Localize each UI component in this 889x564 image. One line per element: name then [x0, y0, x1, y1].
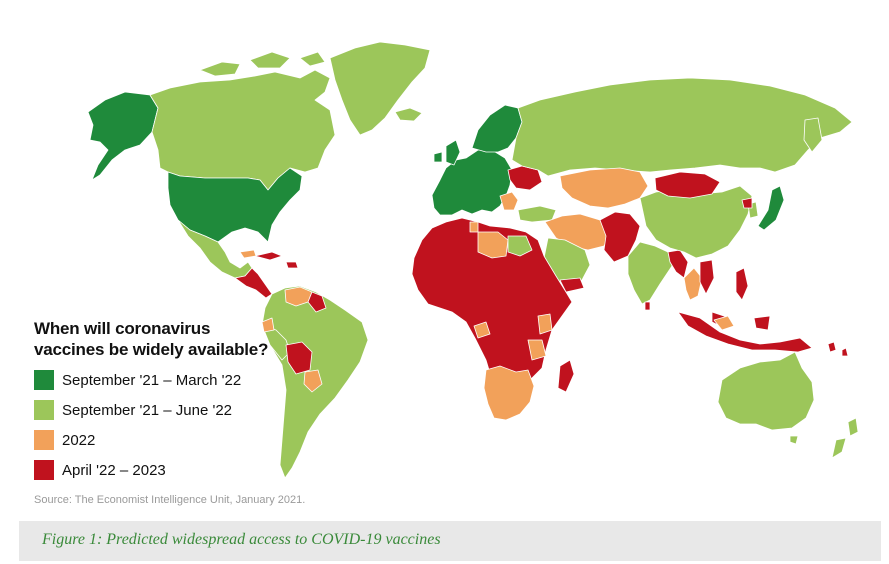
region-ecuador: [261, 317, 275, 333]
region-kazakhstan: [559, 167, 649, 209]
region-japan: [757, 185, 785, 231]
region-balkans: [499, 191, 519, 211]
legend-item: September '21 – June '22: [34, 395, 284, 425]
region-alaska: [87, 91, 159, 181]
legend-title: When will coronavirus vaccines be widely…: [34, 318, 284, 360]
legend-item: April '22 – 2023: [34, 455, 284, 485]
region-australia: [717, 351, 815, 431]
region-mexico: [177, 219, 253, 279]
region-caribbean: [254, 251, 299, 269]
region-western-europe: [431, 149, 513, 216]
region-paraguay: [303, 369, 323, 393]
region-canada: [149, 69, 336, 191]
figure-caption: Figure 1: Predicted widespread access to…: [42, 531, 441, 548]
region-north-korea: [741, 197, 753, 209]
legend-item: 2022: [34, 425, 284, 455]
legend-label: September '21 – June '22: [62, 401, 233, 419]
region-tasmania: [789, 435, 799, 445]
region-madagascar: [557, 359, 575, 393]
region-iceland: [394, 107, 423, 122]
legend-label: April '22 – 2023: [62, 461, 166, 479]
region-pacific-islands: [827, 341, 849, 357]
figure-caption-bar: Figure 1: Predicted widespread access to…: [19, 521, 881, 561]
region-vietnam: [699, 259, 715, 295]
region-sri-lanka: [644, 301, 651, 311]
region-kamchatka: [803, 117, 823, 153]
region-malaysia: [713, 315, 735, 331]
legend-label: September '21 – March '22: [62, 371, 242, 389]
region-southern-africa: [483, 365, 535, 421]
region-russia: [511, 77, 853, 177]
region-indonesia: [677, 311, 813, 353]
legend-swatch: [34, 430, 54, 450]
legend-item: September '21 – March '22: [34, 365, 284, 395]
region-egypt: [507, 235, 533, 257]
region-greenland: [329, 41, 431, 136]
legend-label: 2022: [62, 431, 96, 449]
region-tanzania: [527, 339, 547, 361]
map-legend: When will coronavirus vaccines be widely…: [34, 318, 284, 485]
region-tunisia: [469, 221, 479, 233]
region-new-zealand: [831, 417, 859, 459]
region-mongolia: [654, 171, 721, 199]
region-gabon: [473, 321, 491, 339]
region-afghan-pakistan: [599, 211, 641, 263]
region-turkey: [517, 205, 557, 223]
region-guyana: [307, 291, 327, 313]
region-libya: [477, 231, 509, 259]
region-kenya: [537, 313, 553, 335]
region-india: [627, 241, 673, 305]
source-note: Source: The Economist Intelligence Unit,…: [34, 494, 306, 506]
region-uk: [433, 139, 461, 166]
legend-swatch: [34, 400, 54, 420]
legend-title-line-1: When will coronavirus: [34, 319, 211, 338]
region-yemen: [559, 277, 585, 293]
region-cuba: [239, 249, 257, 259]
legend-swatch: [34, 370, 54, 390]
legend-title-line-2: vaccines be widely available?: [34, 340, 269, 359]
region-philippines: [735, 267, 749, 301]
region-bolivia: [285, 341, 313, 375]
region-myanmar: [667, 249, 689, 279]
region-canada-islands: [199, 51, 326, 77]
region-central-america: [234, 267, 273, 299]
region-thailand: [683, 267, 703, 301]
legend-items: September '21 – March '22 September '21 …: [34, 365, 284, 485]
legend-swatch: [34, 460, 54, 480]
